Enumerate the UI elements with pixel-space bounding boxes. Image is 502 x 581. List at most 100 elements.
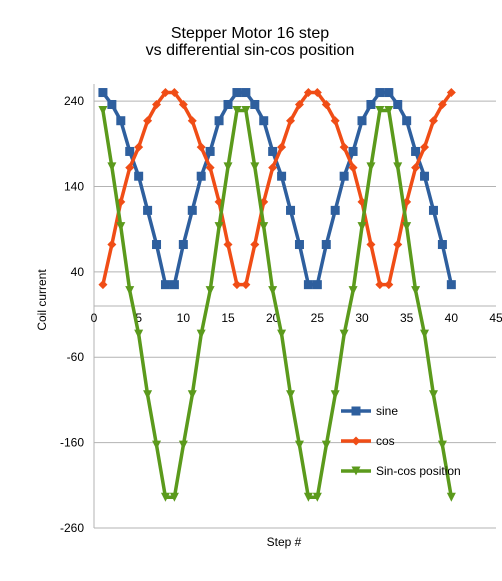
data-point-sine [446,280,456,290]
data-point-sin-cos-position [277,329,287,339]
data-point-cos [160,88,170,98]
data-point-sine [393,99,403,109]
data-point-sin-cos-position [152,440,162,450]
data-point-sin-cos-position [420,329,430,339]
data-point-cos [286,116,296,126]
data-point-sin-cos-position [437,440,447,450]
data-point-sin-cos-position [303,492,313,502]
data-point-sin-cos-position [312,492,322,502]
data-point-sin-cos-position [339,329,349,339]
data-point-sine [277,171,287,181]
data-point-sine [330,205,340,215]
data-point-sine [250,99,260,109]
series-sine [98,88,456,290]
data-point-cos [107,240,117,250]
data-point-cos [312,88,322,98]
data-point-cos [125,163,135,173]
data-point-sin-cos-position [214,222,224,232]
data-point-sine [223,99,233,109]
data-point-sin-cos-position [357,222,367,232]
data-point-sine [143,205,153,215]
data-point-sine [294,240,304,250]
legend-label: sine [376,404,398,418]
data-point-sin-cos-position [393,162,403,172]
data-point-cos [366,240,376,250]
data-point-sin-cos-position [116,222,126,232]
data-point-cos [268,163,278,173]
data-point-cos [232,280,242,290]
data-point-cos [169,88,179,98]
data-point-cos [143,116,153,126]
data-point-sin-cos-position [169,492,179,502]
y-axis-title: Coil current [35,269,49,331]
data-point-sin-cos-position [366,162,376,172]
data-point-cos [446,88,456,98]
data-point-sine [348,146,358,156]
x-axis-title: Step # [267,535,302,549]
data-point-sin-cos-position [187,390,197,400]
data-point-sine [232,88,242,98]
data-point-sine [303,280,313,290]
data-point-cos [384,280,394,290]
y-tick-label: 40 [71,265,85,279]
data-point-cos [330,116,340,126]
y-tick-label: 140 [64,179,84,193]
data-point-sin-cos-position [446,492,456,502]
x-tick-label: 15 [221,311,235,325]
data-point-sine [178,240,188,250]
data-point-sine [134,171,144,181]
y-tick-label: -260 [60,521,84,535]
data-point-sine [98,88,108,98]
data-point-sine [286,205,296,215]
data-point-sin-cos-position [107,162,117,172]
data-point-cos [294,99,304,109]
series-line-cos [101,90,453,287]
data-point-sin-cos-position [411,286,421,296]
data-point-sin-cos-position [223,162,233,172]
data-point-cos [134,142,144,152]
data-point-sine [169,280,179,290]
data-point-cos [223,240,233,250]
data-point-sin-cos-position [402,222,412,232]
x-tick-label: 30 [355,311,369,325]
legend-label: Sin-cos position [376,464,461,478]
data-point-sin-cos-position [250,162,260,172]
series-layer [98,88,456,502]
data-point-sin-cos-position [268,286,278,296]
data-point-cos [178,99,188,109]
data-point-sine [241,88,251,98]
data-point-cos [437,99,447,109]
data-point-sine [116,116,126,126]
data-point-cos [250,240,260,250]
data-point-cos [303,88,313,98]
y-tick-labels: -260 -160 -60 40 140 240 [60,94,84,535]
data-point-sin-cos-position [428,390,438,400]
data-point-sine [312,280,322,290]
legend-item-sin-cos-position: Sin-cos position [341,464,461,478]
data-point-sine [437,240,447,250]
data-point-sin-cos-position [205,286,215,296]
data-point-sine [339,171,349,181]
legend: sine cos Sin-cos position [341,404,461,478]
legend-swatch-marker [351,466,361,476]
data-point-sin-cos-position [321,440,331,450]
data-point-sine [107,99,117,109]
data-point-sine [402,116,412,126]
data-point-cos [196,142,206,152]
data-point-cos [348,163,358,173]
legend-label: cos [376,434,395,448]
axes [93,84,496,528]
data-point-cos [411,163,421,173]
x-tick-label: 0 [91,311,98,325]
data-point-sine [411,146,421,156]
data-point-cos [420,142,430,152]
data-point-sin-cos-position [330,390,340,400]
data-point-cos [187,116,197,126]
data-point-sine [428,205,438,215]
data-point-cos [428,116,438,126]
x-tick-label: 35 [400,311,414,325]
data-point-sine [366,99,376,109]
legend-item-sine: sine [341,404,398,418]
